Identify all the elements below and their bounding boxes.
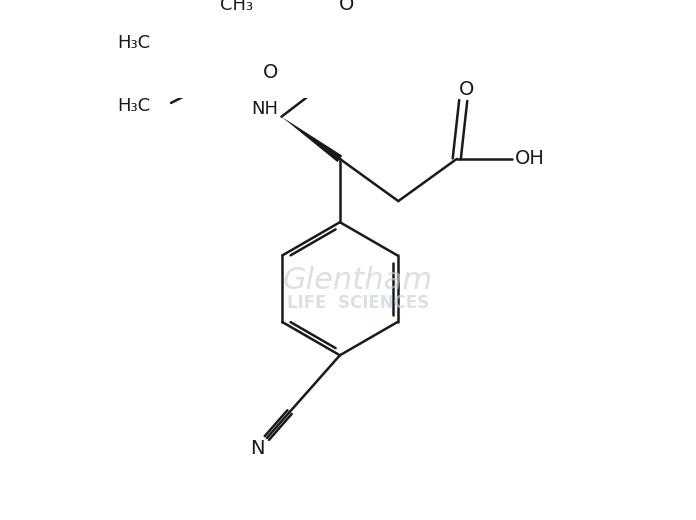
Text: NH: NH [252,100,278,118]
Text: O: O [339,0,354,14]
Text: Glentham: Glentham [283,266,433,295]
Text: OH: OH [515,149,545,168]
Text: O: O [459,80,474,99]
Text: CH₃: CH₃ [220,0,253,14]
Polygon shape [281,116,342,162]
Text: LIFE  SCIENCES: LIFE SCIENCES [287,293,429,311]
Text: N: N [250,439,264,458]
Text: H₃C: H₃C [117,34,150,52]
Text: H₃C: H₃C [117,97,150,115]
Text: O: O [262,63,278,82]
